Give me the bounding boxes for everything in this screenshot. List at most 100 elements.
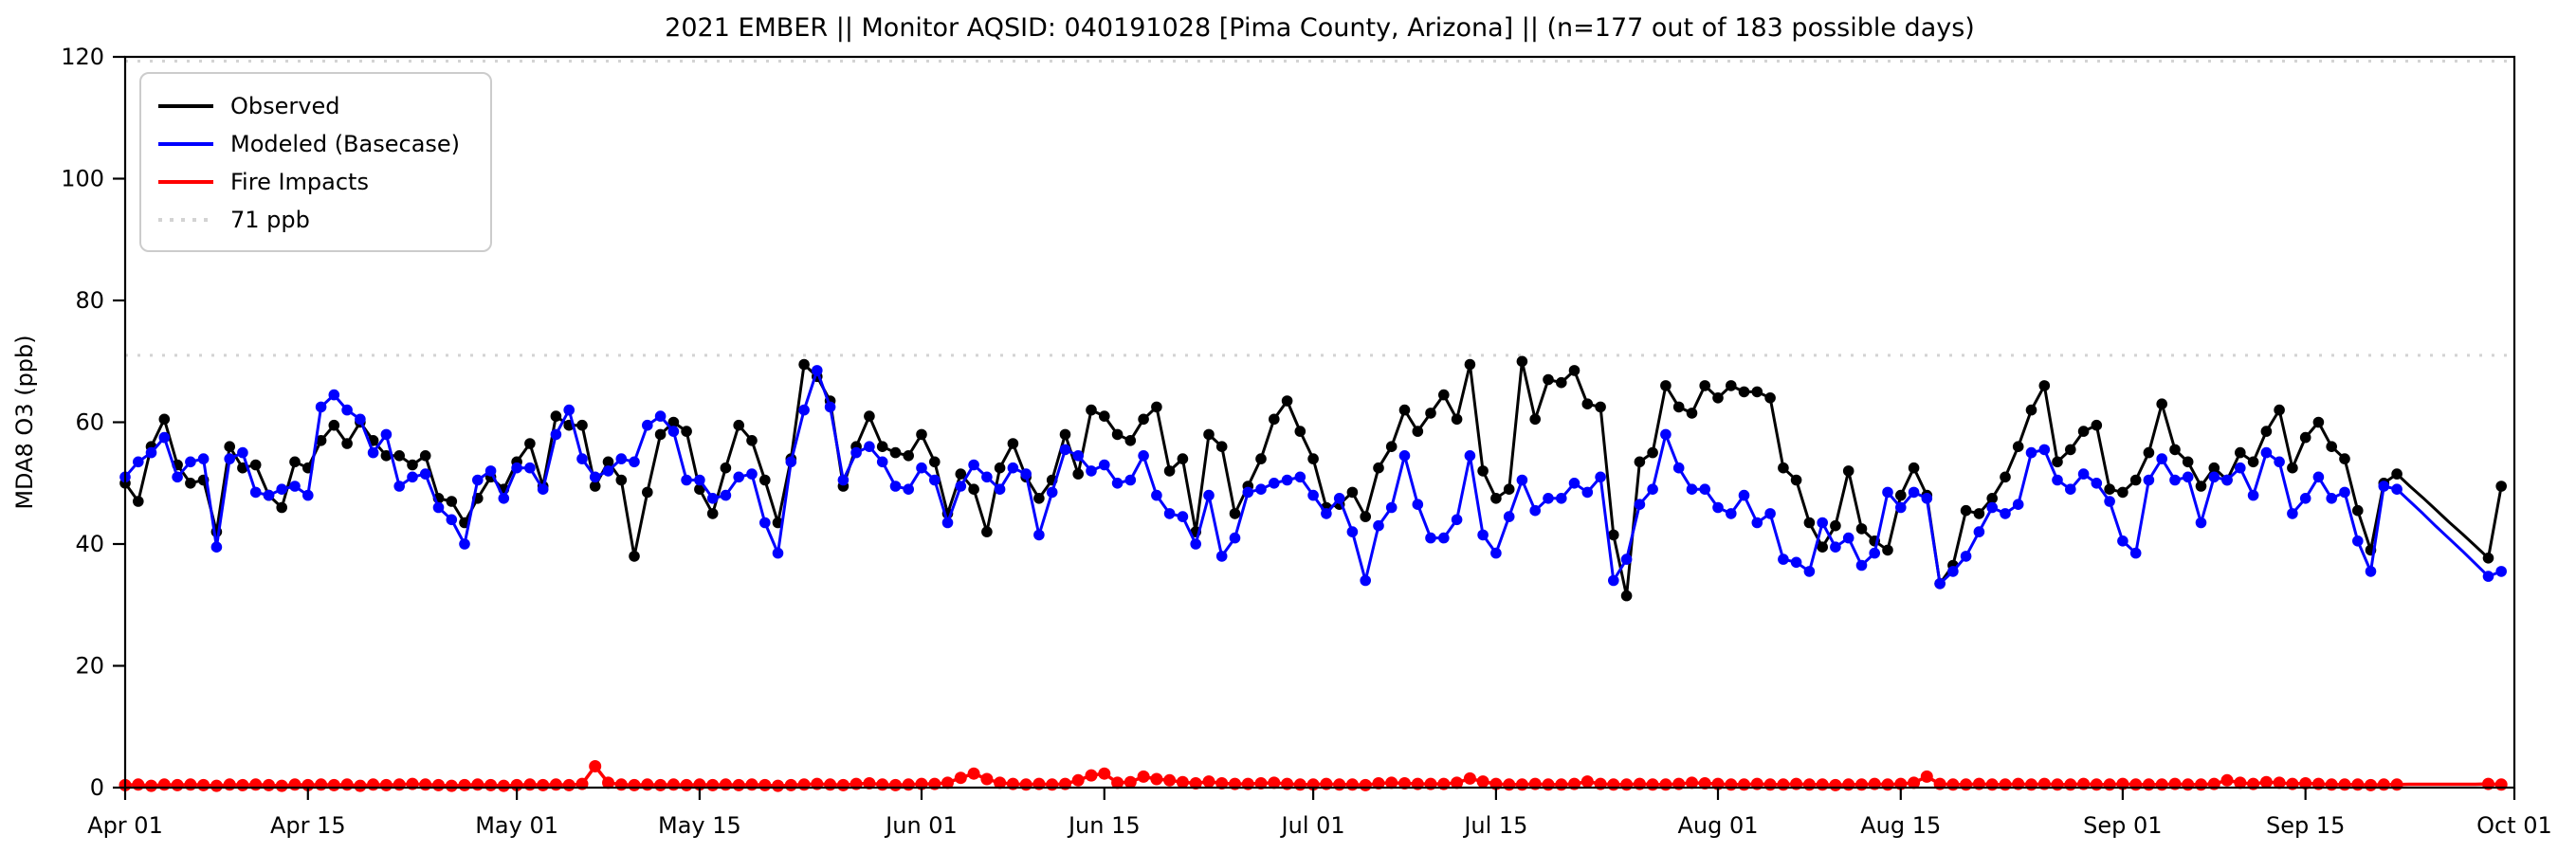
series-marker — [263, 489, 275, 501]
series-marker — [1672, 401, 1685, 413]
series-marker — [471, 778, 484, 791]
series-marker — [145, 779, 157, 792]
series-marker — [1869, 547, 1880, 559]
legend-item-fire: Fire Impacts — [158, 163, 473, 201]
series-marker — [1111, 776, 1124, 789]
series-marker — [2182, 471, 2194, 483]
series-marker — [1842, 778, 1855, 791]
series-marker — [1177, 511, 1189, 522]
series-marker — [798, 358, 810, 371]
series-marker — [1242, 486, 1254, 499]
series-marker — [1477, 465, 1489, 477]
series-marker — [1176, 775, 1189, 789]
series-marker — [1882, 486, 1893, 499]
series-marker — [1816, 778, 1829, 791]
series-marker — [1373, 519, 1384, 532]
series-marker — [576, 419, 588, 431]
series-marker — [2091, 419, 2103, 431]
series-marker — [2077, 426, 2090, 437]
series-marker — [1647, 446, 1658, 459]
series-marker — [2104, 483, 2115, 495]
series-marker — [1985, 778, 1999, 791]
series-marker — [1033, 529, 1045, 541]
series-marker — [484, 778, 498, 791]
series-marker — [1672, 462, 1685, 474]
legend-label: 71 ppb — [230, 207, 310, 233]
series-marker — [1738, 778, 1750, 791]
series-marker — [746, 435, 758, 446]
series-marker — [2129, 547, 2142, 559]
series-marker — [2287, 462, 2298, 474]
series-marker — [667, 778, 680, 791]
legend-item-threshold: 71 ppb — [158, 201, 473, 239]
series-marker — [1163, 773, 1177, 787]
series-marker — [1203, 428, 1215, 441]
series-marker — [2326, 441, 2337, 453]
series-marker — [1855, 559, 1868, 572]
series-marker — [1881, 778, 1894, 791]
series-marker — [1895, 501, 1907, 514]
series-marker — [1555, 778, 1568, 791]
series-marker — [1477, 529, 1489, 541]
series-marker — [2299, 431, 2311, 444]
series-marker — [1490, 547, 1502, 559]
series-marker — [1921, 493, 1933, 504]
y-tick-label: 20 — [75, 653, 104, 680]
series-marker — [929, 474, 941, 486]
series-marker — [1803, 566, 1816, 577]
series-marker — [289, 456, 301, 468]
series-marker — [380, 428, 393, 441]
series-marker — [379, 778, 393, 791]
series-marker — [1385, 501, 1398, 514]
series-marker — [1999, 778, 2012, 791]
series-marker — [1150, 772, 1163, 786]
series-marker — [1581, 486, 1594, 499]
series-marker — [1438, 532, 1450, 544]
x-tick-label: Apr 01 — [87, 812, 163, 839]
series-marker — [706, 778, 720, 791]
series-marker — [1738, 386, 1750, 398]
series-marker — [1842, 532, 1854, 544]
series-marker — [889, 778, 902, 791]
series-marker — [2391, 468, 2402, 480]
series-marker — [224, 441, 235, 453]
series-marker — [1398, 404, 1411, 416]
series-marker — [2065, 444, 2076, 456]
series-marker — [1595, 401, 1606, 413]
series-marker — [797, 778, 811, 791]
series-marker — [1751, 517, 1763, 529]
series-marker — [1451, 776, 1464, 789]
series-marker — [1556, 376, 1567, 389]
series-marker — [614, 778, 628, 791]
x-tick-label: Apr 15 — [270, 812, 346, 839]
series-marker — [2260, 426, 2273, 437]
y-tick-label: 80 — [75, 287, 104, 314]
series-marker — [2482, 553, 2494, 564]
series-marker — [1372, 777, 1385, 789]
series-marker — [288, 778, 301, 791]
series-marker — [537, 483, 549, 495]
chart-title: 2021 EMBER || Monitor AQSID: 040191028 [… — [665, 13, 1975, 43]
series-marker — [2247, 489, 2259, 501]
series-marker — [1778, 462, 1789, 474]
series-marker — [667, 416, 680, 428]
series-marker — [1543, 493, 1554, 504]
series-marker — [1398, 450, 1411, 462]
series-marker — [1255, 453, 1267, 464]
series-marker — [210, 541, 223, 553]
series-marker — [1229, 508, 1241, 519]
series-marker — [2051, 778, 2064, 791]
series-marker — [1515, 778, 1528, 791]
series-marker — [1059, 444, 1071, 456]
series-marker — [720, 489, 732, 501]
series-marker — [2312, 471, 2325, 483]
x-tick-label: May 15 — [658, 812, 741, 839]
series-marker — [1803, 517, 1816, 529]
series-marker — [1346, 486, 1359, 499]
series-marker — [863, 777, 876, 789]
series-marker — [1151, 489, 1162, 501]
legend-item-modeled: Modeled (Basecase) — [158, 125, 473, 163]
series-marker — [1464, 450, 1476, 462]
series-marker — [484, 465, 497, 477]
series-marker — [1202, 775, 1215, 789]
